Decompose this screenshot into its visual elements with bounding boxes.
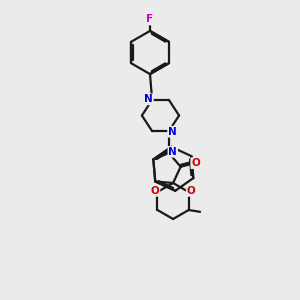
Text: N: N: [168, 127, 177, 137]
Text: O: O: [151, 186, 160, 196]
Text: O: O: [187, 186, 195, 196]
Text: F: F: [146, 14, 154, 25]
Text: O: O: [191, 158, 200, 168]
Text: N: N: [168, 147, 177, 157]
Text: N: N: [144, 94, 153, 104]
